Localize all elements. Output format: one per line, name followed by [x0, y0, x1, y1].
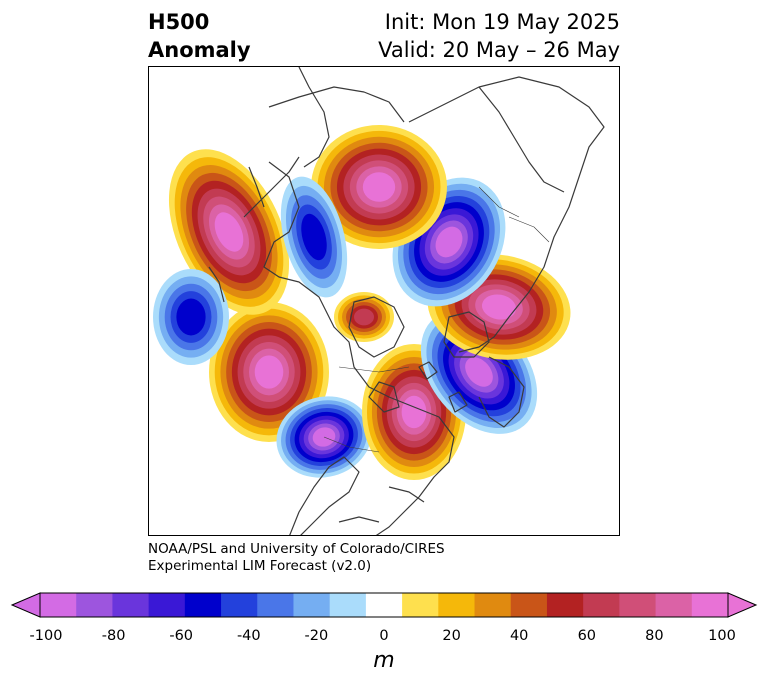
colorbar-bin	[184, 593, 222, 617]
coastline	[368, 381, 400, 413]
colorbar-tick-label: -60	[169, 628, 194, 644]
colorbar-over-arrow	[727, 592, 758, 618]
credit-line-1: NOAA/PSL and University of Colorado/CIRE…	[148, 541, 445, 557]
map-canvas	[153, 67, 605, 535]
colorbar-bin	[293, 593, 331, 617]
political-border	[508, 216, 550, 243]
anomaly-contours	[153, 125, 571, 480]
colorbar-bin	[691, 593, 729, 617]
variable-label: H500	[148, 10, 210, 34]
colorbar-bin	[619, 593, 657, 617]
coastline	[448, 391, 468, 413]
coastline	[289, 456, 360, 535]
coastline	[263, 161, 455, 535]
colorbar-under-arrow	[10, 592, 41, 618]
anomaly-center	[153, 269, 229, 365]
colorbar	[10, 592, 758, 618]
colorbar-unit: m	[373, 648, 395, 673]
contour-level	[354, 308, 374, 326]
map-title: H500 Anomaly	[148, 8, 251, 64]
coastline	[408, 76, 605, 353]
colorbar-bin	[402, 593, 439, 617]
coastline	[243, 156, 300, 218]
coastline	[478, 356, 525, 428]
anomaly-center	[209, 302, 329, 442]
colorbar-tick-label: 100	[708, 628, 736, 644]
colorbar-tick-label: -40	[236, 628, 261, 644]
coastline	[338, 516, 380, 523]
contour-level	[481, 294, 517, 320]
colorbar-frame	[39, 592, 729, 618]
credit-line-2: Experimental LIM Forecast (v2.0)	[148, 558, 372, 574]
coastline	[418, 361, 438, 380]
coastline	[268, 86, 405, 123]
credit: NOAA/PSL and University of Colorado/CIRE…	[148, 541, 445, 575]
coastlines	[208, 67, 605, 535]
coastline	[478, 86, 565, 193]
colorbar-bin	[655, 593, 693, 617]
contour-level	[176, 298, 206, 336]
colorbar-tick-label: 0	[379, 628, 389, 644]
coastline	[248, 166, 265, 208]
colorbar-bin	[583, 593, 620, 617]
contour-level	[401, 395, 427, 429]
colorbar-bin	[474, 593, 512, 617]
colorbar-tick-label: -100	[29, 628, 63, 644]
init-date: Init: Mon 19 May 2025	[384, 10, 620, 34]
anomaly-center	[334, 292, 394, 342]
coastline	[348, 296, 405, 358]
contour-level	[362, 172, 396, 202]
colorbar-tick-label: 80	[645, 628, 664, 644]
colorbar-ticks: -100 -80 -60 -40 -20 0 20 40 60 80 100	[0, 628, 768, 648]
colorbar-bin	[221, 593, 258, 617]
political-border	[338, 366, 410, 373]
coastline	[388, 486, 425, 503]
political-border	[323, 436, 380, 453]
contour-level	[435, 226, 463, 258]
colorbar-bin	[148, 593, 186, 617]
colorbar-tick-label: -80	[101, 628, 126, 644]
colorbar-bin	[365, 593, 403, 617]
colorbar-tick-label: 60	[577, 628, 597, 644]
forecast-dates: Init: Mon 19 May 2025 Valid: 20 May – 26…	[378, 8, 620, 64]
valid-range: Valid: 20 May – 26 May	[378, 38, 620, 62]
anomaly-center	[311, 125, 447, 249]
colorbar-bin	[438, 593, 476, 617]
colorbar-bin	[257, 593, 294, 617]
colorbar-bin	[112, 593, 150, 617]
colorbar-bin	[546, 593, 584, 617]
coastline	[443, 311, 490, 358]
colorbar-tick-label: 40	[509, 628, 529, 644]
coastline	[298, 67, 330, 168]
colorbar-tick-label: -20	[304, 628, 329, 644]
anomaly-map	[148, 66, 620, 536]
contour-level	[465, 357, 493, 387]
contour-level	[214, 212, 244, 252]
colorbar-bin	[329, 593, 367, 617]
political-border	[478, 186, 520, 218]
contour-level	[254, 355, 284, 389]
contour-level	[301, 213, 327, 261]
colorbar-bin	[40, 593, 77, 617]
coastline	[208, 266, 225, 303]
anomaly-center	[280, 176, 348, 298]
field-label: Anomaly	[148, 38, 251, 62]
colorbar-bin	[76, 593, 113, 617]
colorbar-tick-label: 20	[442, 628, 461, 644]
colorbar-bin	[510, 593, 548, 617]
